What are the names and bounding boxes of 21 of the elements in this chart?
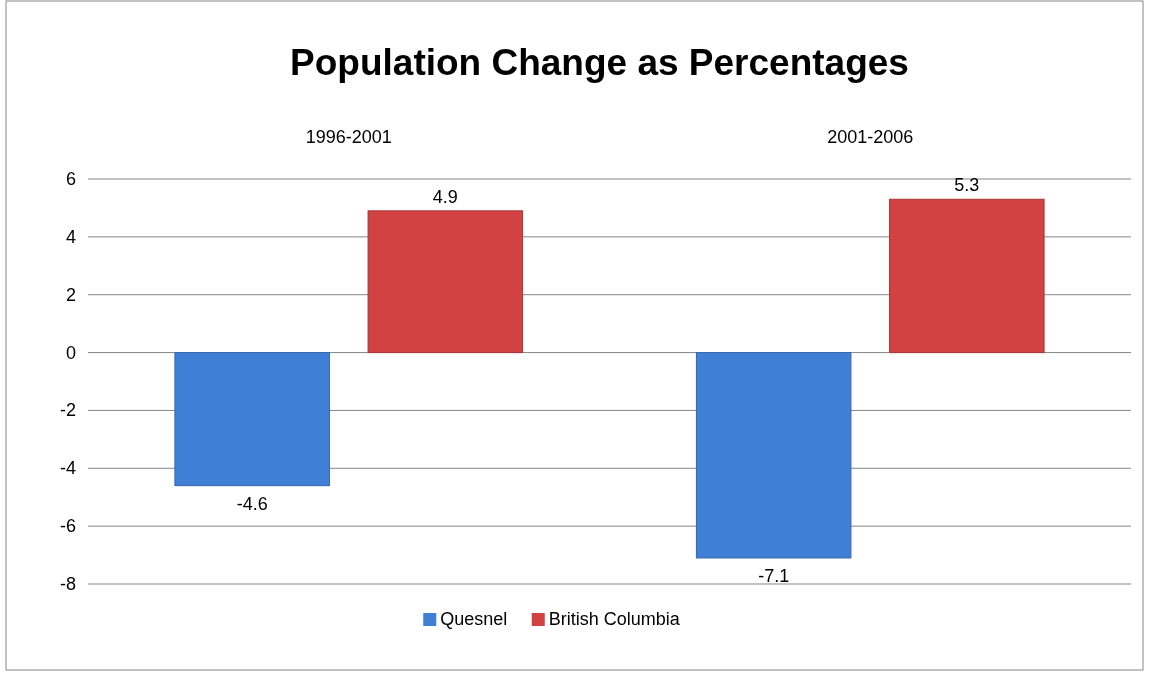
x-tick-label: 2001-2006: [827, 127, 914, 147]
bar: [889, 198, 1045, 354]
chart-title: Population Change as Percentages: [290, 42, 909, 83]
bar: [695, 352, 852, 559]
x-tick-label: 1996-2001: [305, 127, 392, 147]
data-label: -4.6: [236, 493, 268, 514]
data-label: 5.3: [954, 175, 980, 196]
legend-label: Quesnel: [440, 609, 508, 629]
y-tick-label: -6: [59, 516, 76, 537]
data-label: 4.9: [432, 186, 458, 207]
legend-label: British Columbia: [548, 609, 681, 629]
y-tick-label: 0: [65, 342, 76, 363]
bar: [174, 352, 330, 487]
y-tick-label: 4: [65, 226, 76, 247]
y-tick-label: 2: [65, 284, 76, 305]
y-tick-label: -8: [59, 574, 76, 594]
y-tick-label: -2: [59, 400, 76, 421]
y-tick-label: 6: [65, 169, 76, 189]
y-tick-label: -4: [59, 458, 76, 479]
bar: [367, 210, 524, 354]
data-label: -7.1: [758, 565, 790, 586]
